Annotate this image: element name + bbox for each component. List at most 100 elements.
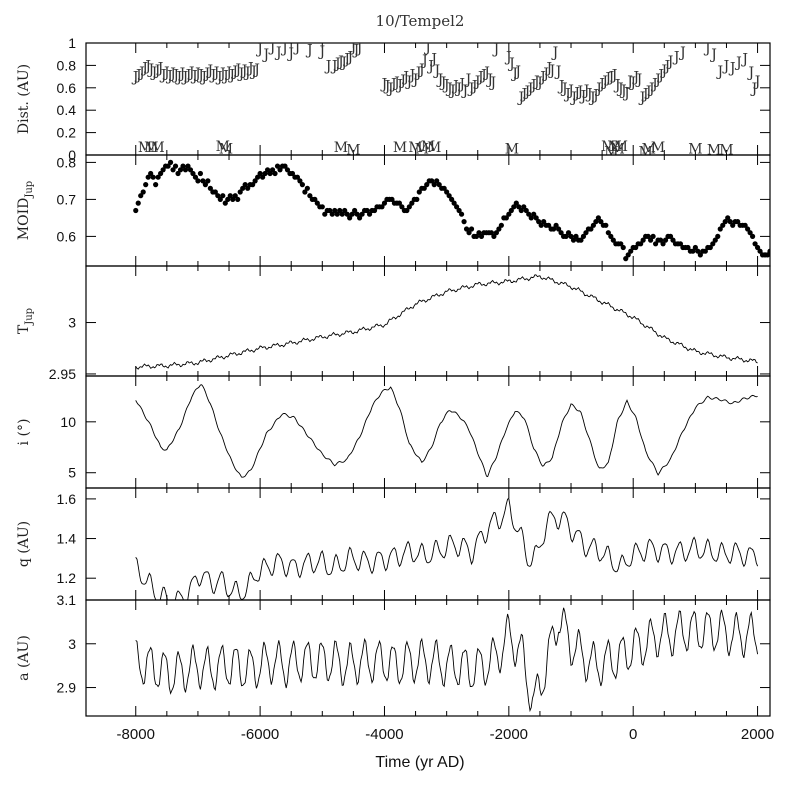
- moid-point: [747, 230, 753, 236]
- marker-J: J: [137, 65, 145, 81]
- moid-point: [299, 182, 305, 188]
- moid-point: [262, 170, 268, 177]
- marker-M: M: [334, 140, 348, 156]
- marker-J: J: [526, 81, 534, 97]
- moid-point: [138, 193, 144, 199]
- moid-point: [769, 250, 770, 252]
- marker-J: J: [473, 74, 481, 90]
- moid-point: [735, 219, 741, 225]
- moid-point: [461, 219, 467, 225]
- marker-M: M: [607, 139, 621, 155]
- y-axis-label: MOIDJup: [16, 181, 35, 240]
- moid-point: [416, 189, 422, 195]
- y-tick-label: 1.2: [57, 570, 77, 586]
- moid-point: [712, 237, 718, 243]
- marker-J: J: [585, 86, 593, 102]
- moid-point: [488, 230, 495, 236]
- y-tick-label: 2.95: [49, 366, 76, 382]
- marker-M: M: [216, 139, 230, 155]
- moid-point: [580, 233, 587, 239]
- moid-point: [165, 163, 171, 169]
- marker-J: J: [557, 79, 565, 95]
- moid-point: [424, 182, 430, 188]
- marker-J: J: [445, 81, 453, 97]
- marker-M: M: [604, 145, 618, 161]
- moid-point: [670, 237, 676, 243]
- y-axis-label: i (°): [16, 419, 32, 446]
- moid-point: [212, 189, 218, 195]
- marker-M: M: [651, 140, 665, 156]
- y-tick-label: 3.1: [57, 592, 77, 608]
- y-tick-label: 0.4: [57, 102, 77, 118]
- moid-point: [172, 163, 179, 169]
- moid-point: [242, 182, 248, 188]
- moid-point: [195, 178, 201, 184]
- moid-point: [215, 193, 221, 199]
- moid-point: [725, 215, 731, 221]
- marker-J: J: [728, 61, 736, 77]
- marker-J: J: [317, 44, 325, 60]
- marker-M: M: [150, 140, 164, 156]
- moid-point: [414, 196, 420, 202]
- series-group: [135, 607, 759, 713]
- moid-point: [232, 193, 238, 199]
- marker-J: J: [451, 79, 459, 95]
- y-tick-label: 1.6: [57, 491, 77, 507]
- moid-point: [608, 233, 614, 239]
- moid-point: [259, 174, 266, 180]
- moid-point: [366, 211, 373, 217]
- marker-M: M: [642, 141, 656, 157]
- moid-point: [297, 178, 303, 184]
- moid-point: [347, 215, 353, 221]
- moid-point: [692, 244, 698, 251]
- x-axis-label: Time (yr AD): [375, 754, 464, 771]
- marker-J: J: [171, 67, 179, 83]
- marker-J: J: [243, 65, 251, 81]
- moid-point: [225, 196, 231, 202]
- moid-point: [456, 207, 462, 214]
- marker-J: J: [252, 62, 260, 78]
- moid-point: [444, 189, 450, 195]
- y-axis-label: q (AU): [16, 521, 32, 567]
- moid-point: [528, 215, 534, 221]
- marker-J: J: [535, 75, 543, 91]
- moid-point: [421, 185, 427, 191]
- marker-J: J: [485, 72, 493, 88]
- marker-J: J: [650, 76, 658, 92]
- marker-M: M: [393, 140, 407, 156]
- moid-point: [511, 204, 517, 210]
- moid-point: [217, 196, 223, 202]
- moid-point: [503, 215, 509, 221]
- marker-M: M: [707, 142, 721, 158]
- panel-frame: [85, 487, 771, 601]
- moid-point: [454, 204, 460, 210]
- moid-point: [140, 189, 146, 195]
- moid-point: [754, 244, 761, 251]
- marker-J: J: [420, 53, 428, 69]
- marker-J: J: [479, 67, 487, 83]
- marker-J: J: [569, 90, 577, 106]
- marker-J: J: [156, 61, 164, 77]
- marker-J: J: [429, 52, 437, 68]
- marker-J: J: [591, 88, 599, 104]
- marker-J: J: [678, 45, 686, 61]
- marker-J: J: [199, 70, 207, 86]
- panel-frame: [85, 265, 771, 377]
- moid-point: [282, 163, 288, 169]
- moid-point: [715, 233, 721, 239]
- marker-J: J: [753, 74, 761, 90]
- marker-J: J: [398, 73, 406, 89]
- moid-point: [526, 211, 532, 217]
- moid-point: [269, 167, 276, 173]
- moid-point: [182, 167, 189, 173]
- moid-point: [578, 237, 584, 243]
- moid-point: [620, 244, 626, 251]
- x-tick-label: -6000: [241, 726, 279, 743]
- x-tick-label: 0: [629, 726, 637, 743]
- marker-J: J: [594, 81, 602, 97]
- moid-point: [720, 222, 726, 228]
- marker-J: J: [286, 46, 294, 62]
- moid-point: [538, 222, 544, 228]
- marker-J: J: [551, 45, 559, 61]
- marker-J: J: [414, 65, 422, 81]
